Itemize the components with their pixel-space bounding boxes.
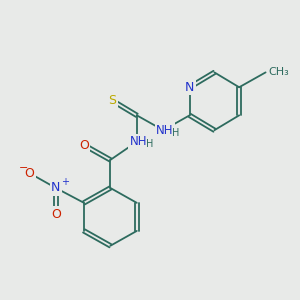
Text: S: S <box>108 94 116 107</box>
Text: −: − <box>18 163 28 172</box>
Text: O: O <box>51 208 61 221</box>
Text: O: O <box>79 139 89 152</box>
Text: N: N <box>51 182 61 194</box>
Text: H: H <box>172 128 180 138</box>
Text: N: N <box>185 81 194 94</box>
Text: O: O <box>25 167 34 180</box>
Text: CH₃: CH₃ <box>268 68 289 77</box>
Text: NH: NH <box>130 135 147 148</box>
Text: NH: NH <box>156 124 174 137</box>
Text: +: + <box>61 177 69 188</box>
Text: H: H <box>146 140 153 149</box>
